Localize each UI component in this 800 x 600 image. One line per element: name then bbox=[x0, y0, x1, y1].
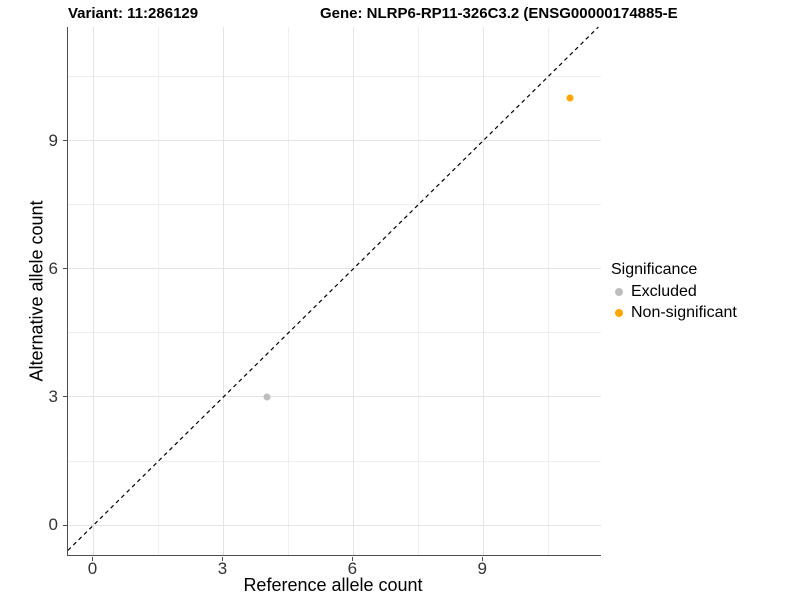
gridline-x-major bbox=[222, 27, 224, 555]
gridline-x-minor bbox=[417, 27, 419, 555]
gridline-y-major bbox=[68, 396, 601, 398]
x-tick-mark bbox=[351, 556, 353, 561]
x-tick-label: 6 bbox=[347, 559, 358, 578]
y-tick-mark bbox=[62, 524, 67, 526]
y-tick-label: 9 bbox=[48, 130, 58, 150]
x-axis-title: Reference allele count bbox=[243, 575, 423, 595]
y-tick-label: 0 bbox=[48, 515, 58, 535]
y-tick-mark bbox=[62, 268, 67, 270]
legend-item-excluded: Excluded bbox=[611, 281, 737, 302]
y-tick-mark bbox=[62, 396, 67, 398]
gridline-x-minor bbox=[157, 27, 159, 555]
legend-title: Significance bbox=[611, 261, 698, 278]
gridline-y-major bbox=[68, 140, 601, 142]
y-tick-label: 6 bbox=[48, 258, 58, 278]
x-tick-label: 3 bbox=[217, 559, 228, 578]
x-tick-mark bbox=[221, 556, 223, 561]
gridline-y-major bbox=[68, 268, 601, 270]
gridline-y-minor bbox=[68, 460, 601, 462]
x-tick-label: 9 bbox=[477, 559, 487, 578]
x-tick-mark bbox=[92, 556, 94, 561]
legend-dot-icon bbox=[615, 308, 623, 317]
gridline-y-major bbox=[68, 524, 601, 526]
legend-item-label: Excluded bbox=[631, 282, 697, 300]
y-axis-title: Alternative allele count bbox=[26, 200, 47, 382]
legend: Significance Excluded Non-significant bbox=[611, 261, 737, 323]
gridline-x-minor bbox=[547, 27, 549, 555]
plot-title-gene: Gene: NLRP6-RP11-326C3.2 (ENSG0000017488… bbox=[320, 5, 678, 22]
legend-items: Excluded Non-significant bbox=[611, 281, 737, 323]
plot-title-variant: Variant: 11:286129 bbox=[68, 5, 199, 22]
y-tick-label: 3 bbox=[48, 386, 58, 406]
data-point-non-significant bbox=[566, 94, 574, 102]
legend-item-label: Non-significant bbox=[631, 303, 737, 321]
plot-panel bbox=[67, 26, 601, 556]
x-tick-mark bbox=[481, 556, 483, 561]
gridline-x-major bbox=[352, 27, 354, 555]
gridline-y-minor bbox=[68, 332, 601, 334]
gridline-x-major bbox=[93, 27, 95, 555]
identity-line bbox=[67, 26, 599, 551]
gridline-x-minor bbox=[287, 27, 289, 555]
x-tick-label: 0 bbox=[87, 559, 98, 578]
legend-dot-icon bbox=[615, 287, 623, 296]
gridline-y-minor bbox=[68, 76, 601, 78]
legend-item-non-significant: Non-significant bbox=[611, 302, 737, 323]
y-tick-mark bbox=[62, 140, 67, 142]
data-point-excluded bbox=[263, 393, 271, 401]
gridline-x-major bbox=[482, 27, 484, 555]
gridline-y-minor bbox=[68, 204, 601, 206]
